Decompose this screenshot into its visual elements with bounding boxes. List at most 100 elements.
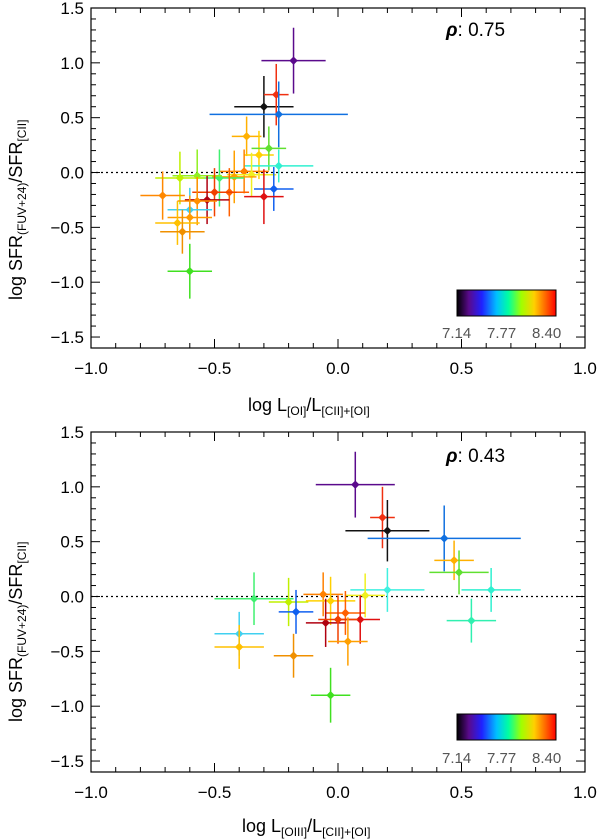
data-point <box>268 577 309 627</box>
data-point <box>140 171 185 220</box>
data-point <box>434 540 474 581</box>
point-marker <box>318 590 328 599</box>
data-point <box>367 505 521 572</box>
rho-label: ρ: 0.75 <box>445 20 505 41</box>
data-point <box>251 126 287 171</box>
colorbar-label-max: 8.40 <box>532 325 561 342</box>
x-axis-label: log L[OIII]/L[CII]+[OI] <box>242 816 370 839</box>
point-marker <box>383 526 392 535</box>
data-point <box>345 573 385 618</box>
y-ticks: −1.5 −1.0 −0.5 0.0 0.5 1.0 1.5 <box>50 423 585 773</box>
point-marker <box>235 642 244 652</box>
point-marker <box>333 615 343 624</box>
point-marker <box>202 195 212 205</box>
data-point <box>244 149 314 183</box>
data-point <box>303 572 343 617</box>
point-marker <box>326 596 335 606</box>
bottom-panel: −1.5 −1.0 −0.5 0.0 0.5 1.0 1.5 −1.0 −0.5 0.0 0.5 1… <box>6 423 597 839</box>
point-marker <box>185 213 194 222</box>
colorbar-label-mid: 7.77 <box>487 750 516 767</box>
x-tick-label: 1.0 <box>573 783 597 802</box>
point-marker <box>454 568 464 577</box>
colorbar <box>456 289 557 317</box>
data-point <box>350 568 425 612</box>
data-point <box>231 116 262 157</box>
point-marker <box>274 161 283 171</box>
data-point <box>192 168 237 217</box>
point-marker <box>185 267 194 276</box>
point-marker <box>356 615 365 624</box>
data-point <box>155 201 200 245</box>
data-point <box>325 591 366 635</box>
point-marker <box>378 513 387 522</box>
point-marker <box>175 173 185 183</box>
y-tick-label: 1.5 <box>60 0 84 18</box>
y-tick-label: −1.0 <box>50 273 84 292</box>
data-point <box>273 633 314 678</box>
point-marker <box>291 607 301 617</box>
point-marker <box>360 591 370 600</box>
data-point <box>214 625 264 669</box>
point-marker <box>239 167 249 176</box>
point-marker <box>341 608 350 618</box>
x-tick-label: 0.5 <box>450 359 474 378</box>
point-marker <box>383 585 392 595</box>
y-tick-label: −0.5 <box>50 642 84 661</box>
colorbar-label-max: 8.40 <box>532 750 561 767</box>
point-marker <box>440 534 449 543</box>
point-marker <box>321 618 330 628</box>
rho-label: ρ: 0.43 <box>445 446 505 467</box>
point-marker <box>351 480 360 489</box>
x-tick-label: 0.0 <box>326 783 350 802</box>
data-point <box>315 451 395 518</box>
data-point <box>310 667 351 723</box>
rho-symbol: ρ <box>445 20 458 41</box>
point-marker <box>215 173 224 183</box>
y-tick-label: −0.5 <box>50 218 84 237</box>
colorbar-label-min: 7.14 <box>442 325 471 342</box>
x-tick-label: −1.0 <box>74 783 108 802</box>
data-point <box>278 589 314 634</box>
colorbar <box>456 713 557 741</box>
point-marker <box>254 150 264 160</box>
x-tick-label: −0.5 <box>198 783 232 802</box>
point-marker <box>467 616 476 625</box>
x-ticks: −1.0 −0.5 0.0 0.5 1.0 <box>74 8 597 378</box>
point-marker <box>326 691 335 700</box>
y-tick-label: −1.5 <box>50 328 84 347</box>
data-point <box>429 550 489 595</box>
point-marker <box>486 585 496 595</box>
data-point <box>305 576 356 626</box>
point-marker <box>230 172 239 182</box>
point-marker <box>178 227 187 236</box>
point-marker <box>173 218 182 228</box>
rho-symbol: ρ <box>445 446 458 467</box>
point-marker <box>249 594 259 603</box>
data-point <box>184 175 230 225</box>
colorbar-label-min: 7.14 <box>442 750 471 767</box>
x-tick-label: −1.0 <box>74 359 108 378</box>
point-marker <box>289 56 298 65</box>
top-panel: −1.5 −1.0 −0.5 0.0 0.5 1.0 1.5 −1.0 −0.5 0.0 0.5 1… <box>6 0 597 418</box>
y-tick-label: 1.0 <box>60 478 84 497</box>
data-point <box>318 595 358 644</box>
point-marker <box>289 651 298 660</box>
y-tick-label: 0.0 <box>60 164 84 183</box>
point-marker <box>449 556 459 565</box>
data-point <box>219 149 269 194</box>
data-point <box>244 169 284 225</box>
data-point <box>446 598 497 643</box>
data-point <box>234 76 294 138</box>
data-point <box>214 572 294 626</box>
data-point <box>328 617 368 666</box>
data-point <box>263 63 289 126</box>
x-axis-label: log L[OI]/L[CII]+[OI] <box>248 395 370 418</box>
y-tick-label: 1.0 <box>60 54 84 73</box>
point-marker <box>274 110 283 119</box>
y-tick-label: 1.5 <box>60 423 84 442</box>
y-tick-label: −1.0 <box>50 697 84 716</box>
y-axis-label: log SFR(FUV+24)/SFR[CII] <box>6 120 29 300</box>
x-tick-label: 1.0 <box>573 359 597 378</box>
point-marker <box>264 144 274 153</box>
